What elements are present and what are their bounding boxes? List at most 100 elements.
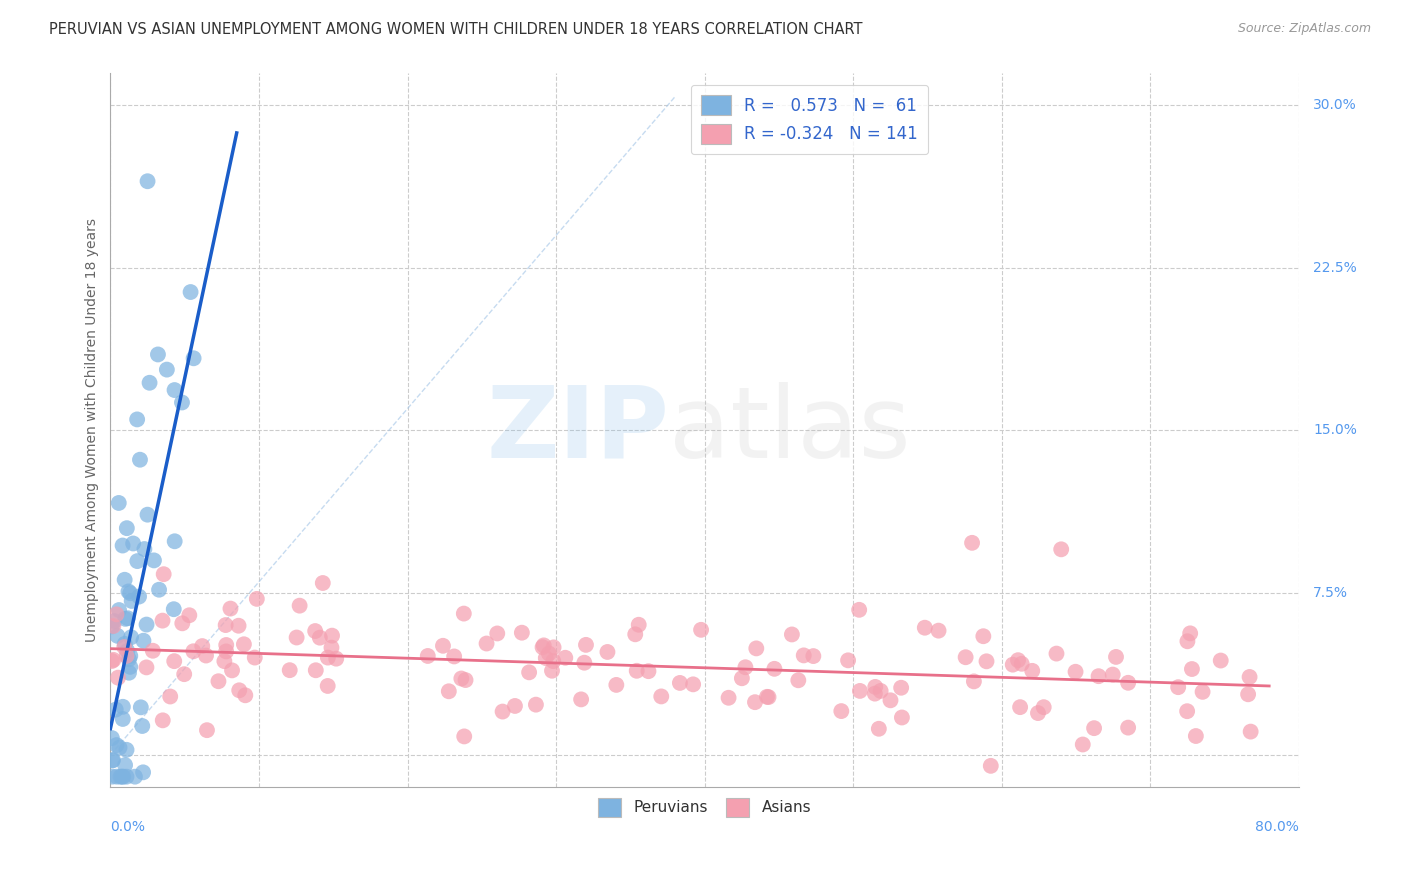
- Point: [312, 576, 335, 591]
- Point: [304, 624, 326, 638]
- Text: 22.5%: 22.5%: [1313, 260, 1357, 275]
- Point: [103, 614, 125, 628]
- Point: [1175, 704, 1198, 718]
- Point: [120, 630, 142, 644]
- Point: [1209, 654, 1232, 668]
- Point: [114, 758, 136, 772]
- Point: [503, 698, 526, 713]
- Point: [180, 285, 202, 299]
- Point: [830, 704, 852, 718]
- Point: [763, 662, 786, 676]
- Point: [475, 636, 498, 650]
- Point: [122, 536, 145, 550]
- Point: [1045, 647, 1067, 661]
- Text: 80.0%: 80.0%: [1256, 820, 1299, 834]
- Point: [207, 674, 229, 689]
- Point: [183, 351, 205, 366]
- Point: [541, 664, 564, 678]
- Point: [114, 573, 136, 587]
- Legend: Peruvians, Asians: Peruvians, Asians: [592, 792, 817, 822]
- Point: [890, 681, 912, 695]
- Point: [221, 664, 243, 678]
- Point: [132, 633, 155, 648]
- Point: [1087, 669, 1109, 683]
- Point: [103, 653, 125, 667]
- Point: [195, 648, 218, 663]
- Point: [690, 623, 713, 637]
- Point: [837, 653, 859, 667]
- Point: [117, 584, 139, 599]
- Point: [120, 660, 142, 674]
- Point: [152, 614, 174, 628]
- Point: [879, 693, 901, 707]
- Point: [1032, 700, 1054, 714]
- Point: [325, 651, 347, 665]
- Point: [531, 640, 554, 655]
- Point: [976, 654, 998, 668]
- Point: [1064, 665, 1087, 679]
- Text: 15.0%: 15.0%: [1313, 423, 1357, 437]
- Point: [191, 639, 214, 653]
- Point: [115, 648, 138, 663]
- Point: [105, 607, 128, 622]
- Point: [626, 664, 648, 678]
- Point: [780, 627, 803, 641]
- Point: [163, 602, 186, 616]
- Point: [1177, 634, 1199, 648]
- Point: [787, 673, 810, 688]
- Point: [432, 639, 454, 653]
- Point: [228, 618, 250, 632]
- Point: [1191, 685, 1213, 699]
- Point: [103, 619, 125, 633]
- Point: [128, 590, 150, 604]
- Point: [163, 534, 186, 549]
- Point: [233, 688, 256, 702]
- Point: [1239, 670, 1261, 684]
- Point: [170, 395, 193, 409]
- Point: [321, 629, 343, 643]
- Point: [1105, 649, 1128, 664]
- Point: [114, 612, 136, 626]
- Point: [112, 640, 135, 654]
- Point: [117, 644, 139, 658]
- Point: [1010, 700, 1032, 714]
- Point: [156, 362, 179, 376]
- Point: [138, 376, 160, 390]
- Point: [734, 660, 756, 674]
- Point: [107, 629, 129, 643]
- Point: [960, 536, 983, 550]
- Point: [195, 723, 218, 738]
- Point: [491, 705, 513, 719]
- Point: [214, 654, 236, 668]
- Point: [731, 671, 754, 685]
- Point: [285, 631, 308, 645]
- Point: [115, 743, 138, 757]
- Point: [135, 617, 157, 632]
- Point: [914, 621, 936, 635]
- Point: [627, 617, 650, 632]
- Point: [219, 601, 242, 615]
- Point: [152, 567, 174, 582]
- Point: [228, 683, 250, 698]
- Point: [111, 770, 134, 784]
- Point: [136, 508, 159, 522]
- Point: [437, 684, 460, 698]
- Point: [980, 759, 1002, 773]
- Point: [865, 680, 887, 694]
- Point: [246, 591, 269, 606]
- Point: [758, 690, 780, 704]
- Point: [129, 700, 152, 714]
- Point: [1240, 724, 1263, 739]
- Point: [517, 665, 540, 680]
- Text: 0.0%: 0.0%: [111, 820, 145, 834]
- Point: [848, 603, 870, 617]
- Point: [533, 639, 555, 653]
- Point: [486, 626, 509, 640]
- Point: [1001, 657, 1024, 672]
- Point: [1026, 706, 1049, 720]
- Point: [278, 663, 301, 677]
- Point: [524, 698, 547, 712]
- Point: [101, 754, 124, 768]
- Point: [1178, 626, 1201, 640]
- Point: [1116, 675, 1139, 690]
